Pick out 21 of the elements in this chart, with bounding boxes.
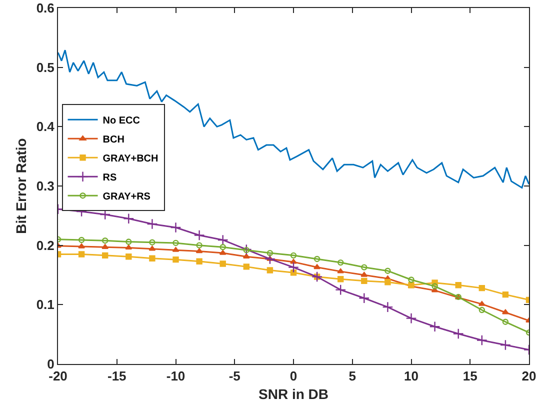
x-axis-title: SNR in DB	[258, 386, 328, 402]
y-tick-label: 0.1	[36, 297, 54, 312]
legend-label: BCH	[102, 134, 124, 146]
y-tick-label: 0.3	[36, 178, 54, 194]
x-tick-label: -5	[228, 368, 240, 384]
legend-label: GRAY+BCH	[102, 154, 158, 165]
x-tick-label: 20	[522, 368, 536, 384]
x-tick-label: -10	[166, 368, 186, 384]
x-tick-label: -15	[107, 368, 126, 384]
legend-label: GRAY+RS	[102, 192, 151, 203]
y-tick-label: 0.5	[36, 60, 54, 75]
x-tick-label: 15	[462, 368, 478, 384]
legend-label: RS	[102, 172, 117, 184]
y-tick-label: 0.2	[36, 238, 54, 253]
y-tick-label: 0.6	[36, 0, 54, 16]
y-tick-label: 0.4	[36, 119, 56, 134]
x-tick-label: 10	[404, 368, 418, 384]
x-tick-label: 5	[348, 368, 356, 384]
y-axis-title: Bit Error Ratio	[12, 138, 29, 234]
x-tick-label: 0	[290, 368, 298, 384]
legend-label: No ECC	[102, 116, 140, 127]
